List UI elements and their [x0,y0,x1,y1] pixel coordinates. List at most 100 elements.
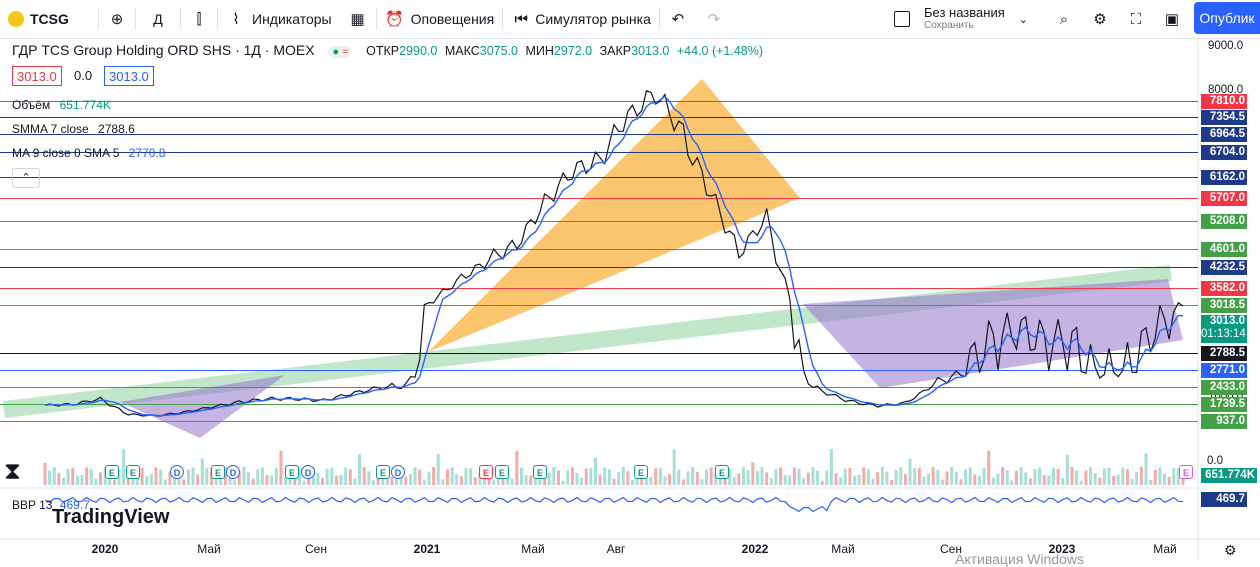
settings-button[interactable]: ⚙ [1082,0,1118,38]
volume-bar [99,472,103,485]
close-value: 3013.0 [631,44,670,58]
level-price-label: 3018.5 [1201,298,1247,313]
volume-bar [371,480,375,485]
alerts-button[interactable]: ⏰ Оповещения [377,0,503,38]
event-marker[interactable]: E [376,465,390,479]
redo-icon: ↷ [707,11,721,28]
volume-bar [927,474,931,485]
layout-menu[interactable]: Без названия Сохранить ⌄ [886,0,1046,38]
event-marker[interactable]: E [533,465,547,479]
templates-button[interactable]: ▦ [340,0,376,38]
purple-triangle-2020[interactable] [120,375,285,438]
volume-bar [242,467,246,485]
volume-bar [621,467,625,485]
time-tick: 2023 [1048,542,1076,556]
volume-bar [695,471,699,485]
event-marker[interactable]: E [634,465,648,479]
volume-bar [519,467,523,485]
volume-bar [159,469,163,485]
event-marker[interactable]: D [226,465,240,479]
volume-value: 651.774K [59,98,111,112]
volume-bar [825,470,829,485]
volume-legend[interactable]: Объём 651.774K [12,98,111,112]
interval-button[interactable]: Д [136,0,180,38]
volume-bar [848,467,852,485]
publish-button[interactable]: Опублик [1194,2,1260,34]
volume-bar [1038,467,1042,485]
event-marker[interactable]: E [495,465,509,479]
volume-bar [441,479,445,485]
volume-bar [321,477,325,485]
volume-bar [325,468,329,485]
bbp-indicator-line [44,496,1184,513]
volume-bar [89,469,93,485]
volume-bar [1065,454,1069,485]
volume-bar [196,474,200,485]
volume-bar [968,467,972,485]
bbp-legend[interactable]: BBP 13 469.7 [12,498,90,512]
ask-box[interactable]: 3013.0 [104,66,154,86]
change-value: +44.0 (+1.48%) [676,44,764,58]
volume-bar [917,468,921,485]
fullscreen-icon: ⛶ [1130,10,1142,28]
orange-triangle[interactable] [428,79,800,352]
undo-button[interactable]: ↶ [660,0,696,38]
volume-bar [862,467,866,485]
last-price-label: 3013.0 01:13:14 [1201,315,1247,343]
event-marker[interactable]: D [301,465,315,479]
volume-bar [339,474,343,485]
ma-legend[interactable]: MA 9 close 0 SMA 5 2770.8 [12,146,165,160]
volume-bar [1088,467,1092,485]
event-marker[interactable]: E [105,465,119,479]
volume-bar [214,477,218,485]
axis-settings-button[interactable]: ⚙ [1224,542,1237,559]
volume-bar [205,468,209,485]
level-price-label: 2788.5 [1201,346,1247,361]
volume-bar [940,479,944,485]
symbol-logo-icon [8,11,24,27]
volume-bar [297,470,301,485]
event-marker[interactable]: D [391,465,405,479]
volume-bar [316,472,320,485]
event-marker[interactable]: E [285,465,299,479]
snapshot-button[interactable]: ▣ [1154,0,1190,38]
alarm-clock-icon: ⏰ [385,11,404,28]
smma-legend[interactable]: SMMA 7 close 2788.6 [12,122,135,136]
volume-bar [256,469,260,485]
volume-bar [1112,475,1116,485]
event-marker[interactable]: E [479,465,493,479]
layout-square-icon [894,11,910,27]
event-marker[interactable]: E [211,465,225,479]
bid-box[interactable]: 3013.0 [12,66,62,86]
volume-bar [200,458,204,485]
replay-button[interactable]: ⏮ Симулятор рынка [503,0,659,38]
chart-legend: ГДР TCS Group Holding ORD SHS · 1Д · MOE… [12,42,763,58]
volume-bar [524,475,528,485]
spread-value: 0.0 [74,68,93,83]
dino-icon: ⧗ [4,458,21,485]
volume-bar [649,476,653,485]
event-marker[interactable]: D [170,465,184,479]
fullscreen-button[interactable]: ⛶ [1118,0,1154,38]
volume-bar [973,474,977,485]
event-marker[interactable]: E [1179,465,1193,479]
event-marker[interactable]: E [715,465,729,479]
redo-button[interactable]: ↷ [696,0,732,38]
symbol-search[interactable]: TCSG [0,0,98,38]
volume-bar [75,475,79,485]
volume-bar [112,480,116,485]
close-label: ЗАКР [599,44,632,58]
event-marker[interactable]: E [126,465,140,479]
volume-bar [672,449,676,485]
volume-bar [1075,470,1079,485]
indicators-button[interactable]: ⌇ Индикаторы [218,0,340,38]
add-symbol-button[interactable]: ⊕ [99,0,135,38]
top-toolbar: TCSG ⊕ Д ⫿ ⌇ Индикаторы ▦ ⏰ Оповещения ⏮… [0,0,1260,39]
collapse-legend-button[interactable]: ⌃ [12,168,40,188]
search-button[interactable]: ⌕ [1046,0,1082,38]
chart-type-button[interactable]: ⫿ [181,0,217,38]
volume-bar [853,475,857,485]
volume-bar [1125,469,1129,485]
volume-bar [279,450,283,485]
